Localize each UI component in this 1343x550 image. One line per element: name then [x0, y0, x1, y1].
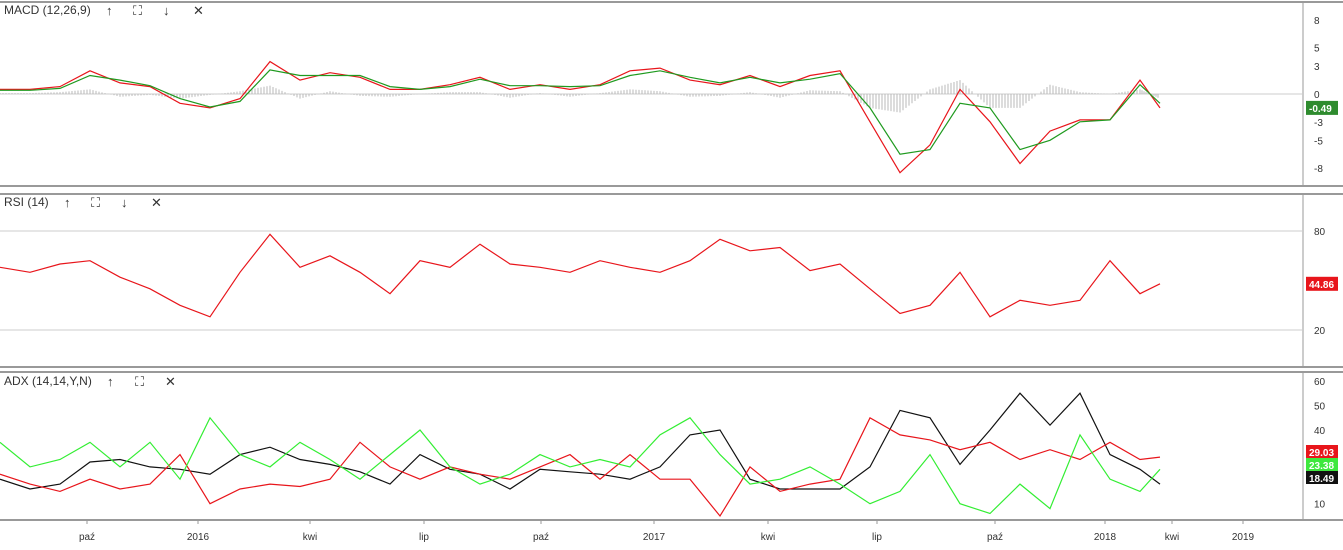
x-axis-label: 2016: [187, 532, 210, 543]
x-axis-label: kwi: [303, 532, 317, 543]
rsi-rsi-line: [0, 233, 1161, 318]
macd-move-up-icon[interactable]: ↑: [106, 3, 113, 18]
rsi-move-down-icon[interactable]: ↓: [121, 195, 128, 210]
adx-y-tick-label: 10: [1314, 500, 1326, 511]
adx-last-value-text: 23.38: [1309, 461, 1334, 472]
x-axis-label: lip: [419, 532, 429, 543]
adx-last-value-badge: [1306, 458, 1338, 471]
rsi-y-tick-label: 80: [1314, 227, 1326, 238]
adx-y-tick-label: 60: [1314, 377, 1326, 388]
adx-last-value-text: 18.49: [1309, 474, 1334, 485]
macd-panel-title: MACD (12,26,9): [4, 3, 91, 17]
adx-adx-line: [0, 392, 1161, 490]
rsi-panel-title: RSI (14): [4, 195, 49, 209]
x-axis-label: 2017: [643, 532, 666, 543]
x-axis-label: kwi: [1165, 532, 1179, 543]
rsi-y-tick-label: 20: [1314, 326, 1326, 337]
macd-last-value-text: -0.49: [1309, 104, 1332, 115]
adx-last-value-badge: [1306, 471, 1338, 484]
x-axis-label: paź: [987, 532, 1003, 543]
x-axis-label: paź: [533, 532, 549, 543]
adx-di-line: [0, 416, 1161, 518]
macd-y-tick-label: 3: [1314, 62, 1320, 73]
x-axis-label: kwi: [761, 532, 775, 543]
x-axis-label: 2018: [1094, 532, 1117, 543]
adx-y-tick-label: 40: [1314, 426, 1326, 437]
macd-y-tick-label: 8: [1314, 16, 1320, 27]
adx-di-line: [0, 416, 1161, 515]
x-axis-label: paź: [79, 532, 95, 543]
rsi-maximize-icon[interactable]: ⛶: [90, 195, 101, 210]
adx-last-value-text: 29.03: [1309, 448, 1334, 459]
adx-move-up-icon[interactable]: ↑: [107, 374, 114, 389]
macd-maximize-icon[interactable]: ⛶: [132, 3, 143, 18]
macd-y-tick-label: -8: [1314, 164, 1323, 175]
adx-maximize-icon[interactable]: ⛶: [134, 374, 145, 389]
macd-y-tick-label: 0: [1314, 90, 1320, 101]
adx-y-tick-label: 50: [1314, 401, 1326, 412]
x-axis-label: 2019: [1232, 532, 1255, 543]
macd-move-down-icon[interactable]: ↓: [163, 3, 170, 18]
macd-y-tick-label: -5: [1314, 136, 1323, 147]
rsi-move-up-icon[interactable]: ↑: [64, 195, 71, 210]
rsi-close-icon[interactable]: ✕: [151, 195, 162, 210]
macd-signal-line: [0, 69, 1161, 155]
x-axis-label: lip: [872, 532, 882, 543]
macd-y-tick-label: -3: [1314, 118, 1323, 129]
macd-y-tick-label: 5: [1314, 44, 1320, 55]
adx-last-value-badge: [1306, 445, 1338, 458]
rsi-last-value-badge: [1306, 276, 1338, 291]
macd-close-icon[interactable]: ✕: [193, 3, 204, 18]
rsi-last-value-text: 44.86: [1309, 280, 1334, 291]
adx-panel-title: ADX (14,14,Y,N): [4, 374, 92, 388]
adx-close-icon[interactable]: ✕: [165, 374, 176, 389]
macd-last-value-badge: [1306, 100, 1338, 115]
